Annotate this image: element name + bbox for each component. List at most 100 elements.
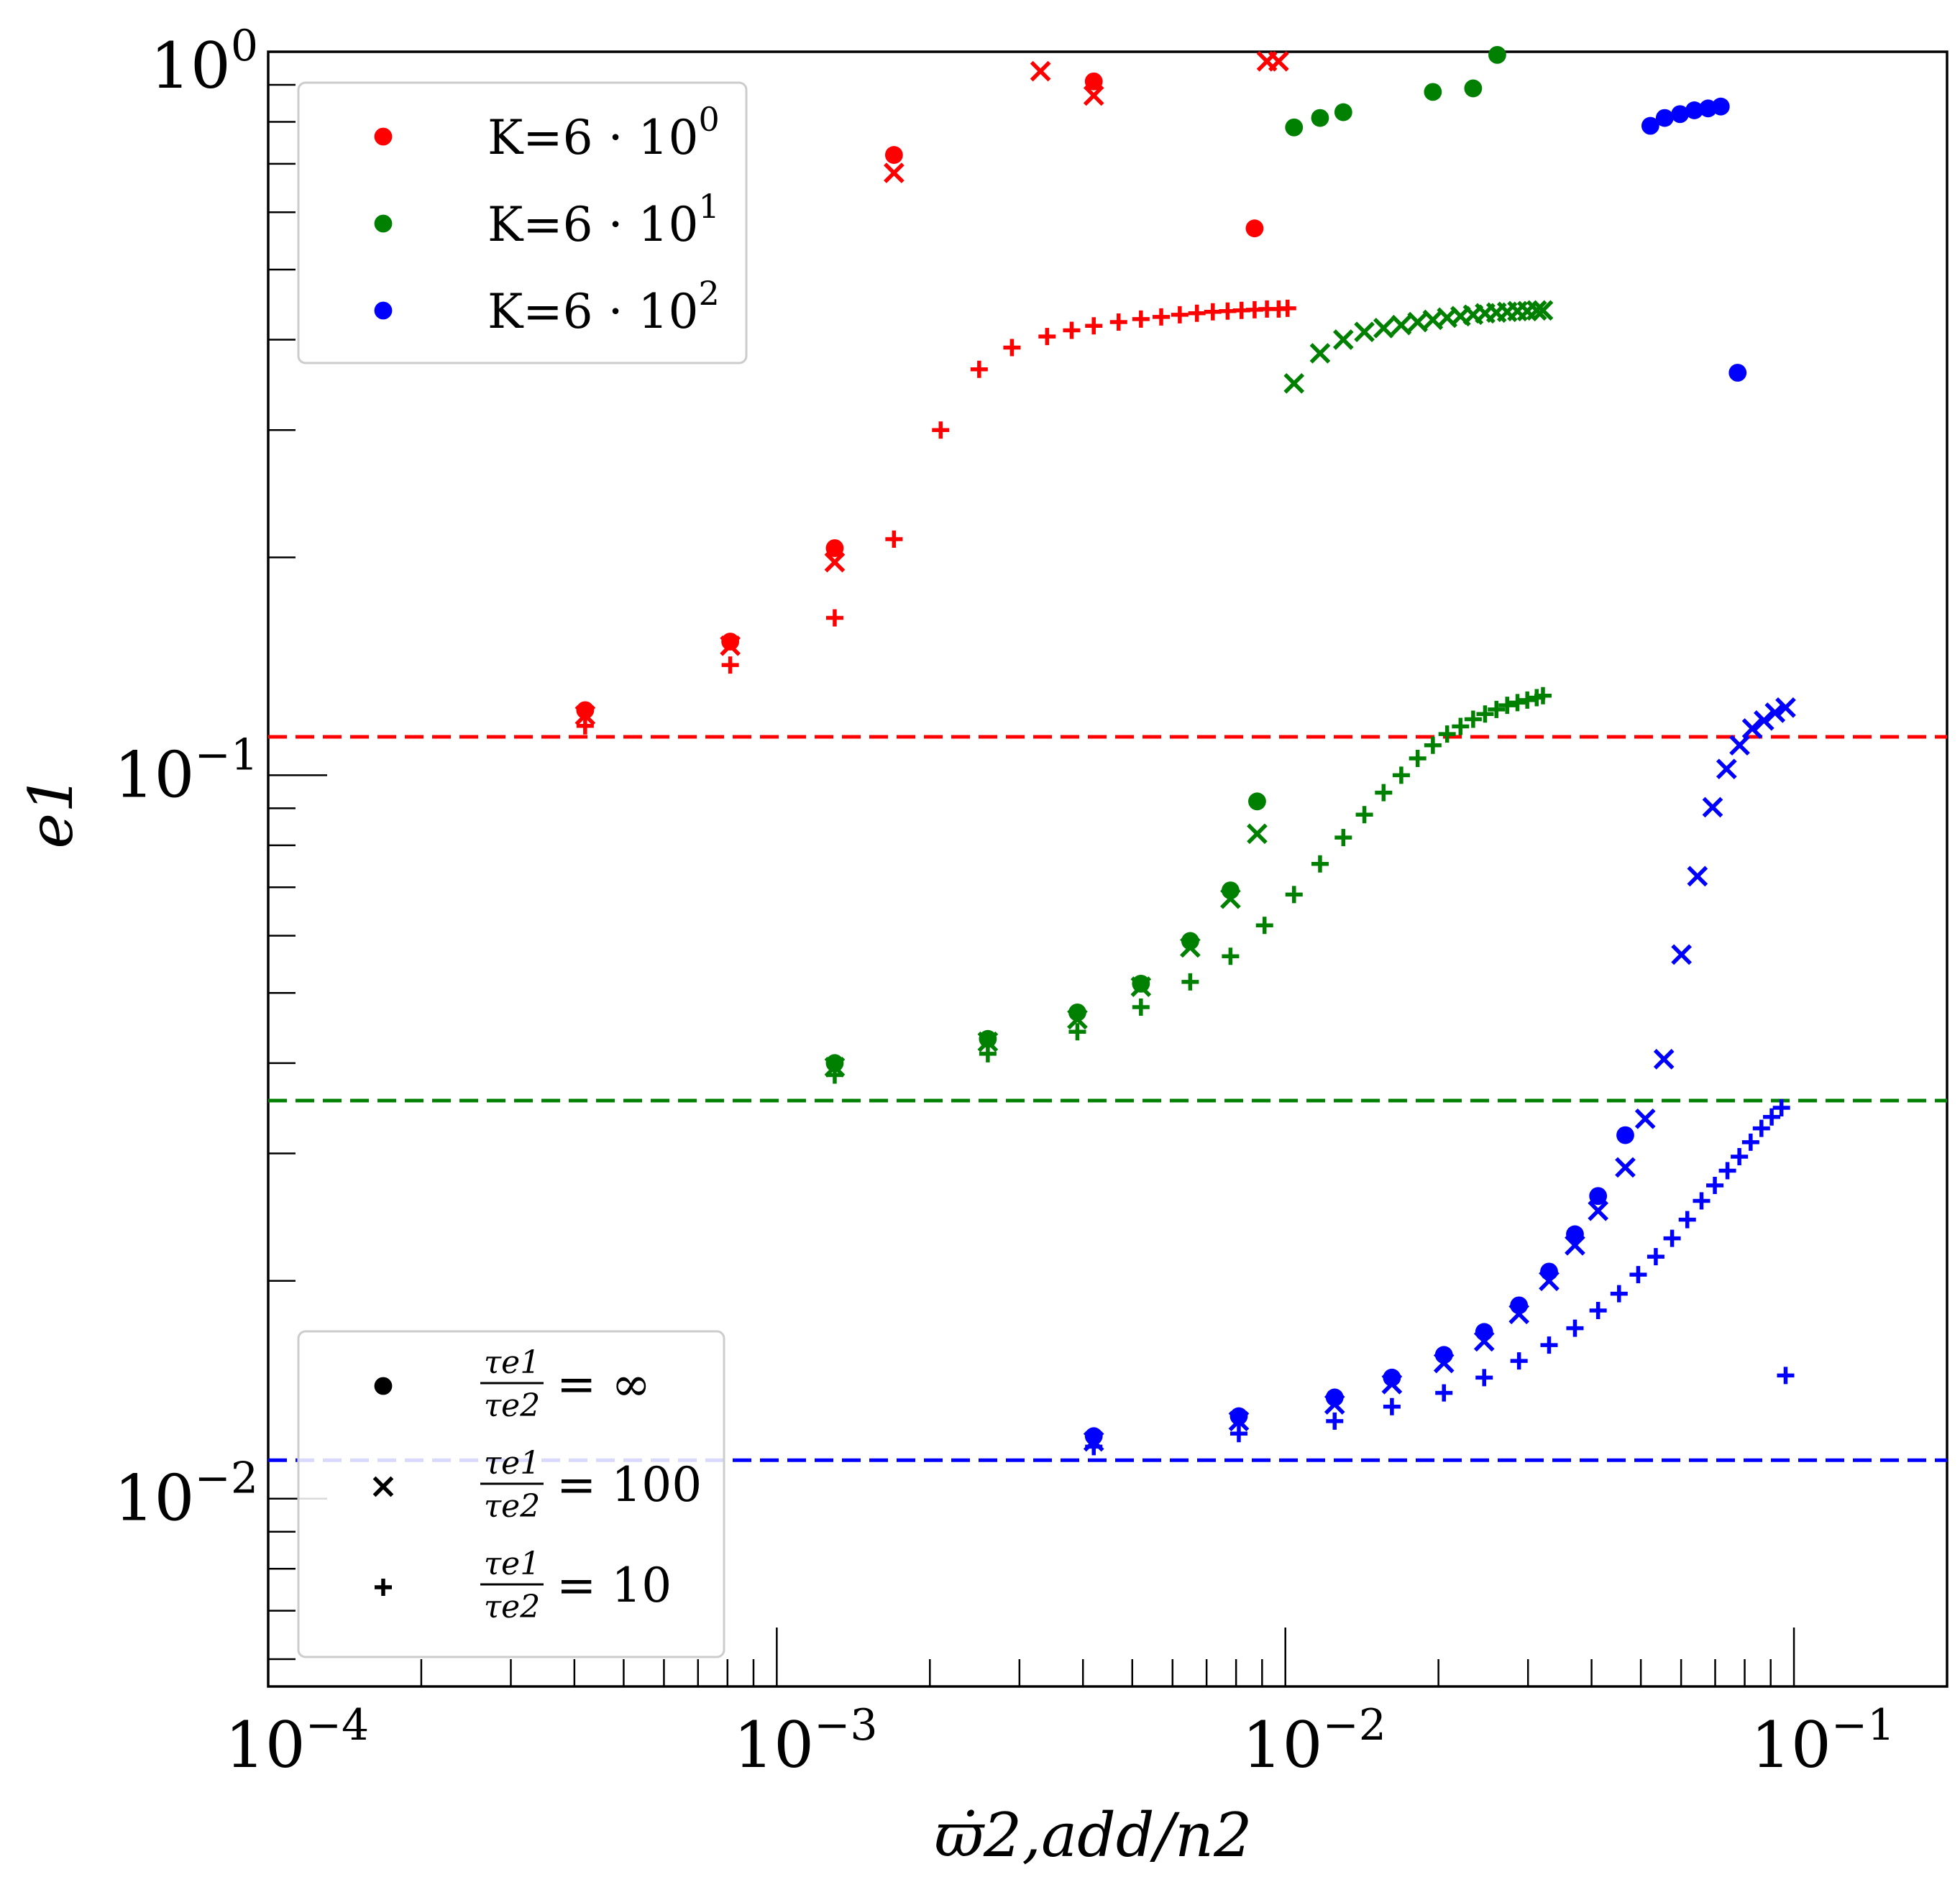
- data-point: [979, 1045, 997, 1062]
- data-point: [1464, 710, 1482, 728]
- data-point: [1718, 1162, 1736, 1180]
- data-point: [1153, 308, 1171, 326]
- data-point: [1589, 1187, 1608, 1206]
- data-point: [1355, 806, 1373, 824]
- data-point: [1067, 1009, 1088, 1030]
- data-point: [1510, 1352, 1528, 1370]
- series-5: [825, 687, 1552, 1084]
- data-point: [1616, 1126, 1634, 1144]
- data-point: [1222, 947, 1240, 965]
- data-point: [1424, 83, 1442, 101]
- data-point: [1130, 976, 1152, 997]
- data-point: [1475, 1323, 1493, 1341]
- data-point: [1424, 736, 1442, 754]
- legend-tau-numerator: τe1: [484, 1344, 540, 1381]
- data-point: [1391, 314, 1412, 336]
- data-point: [1464, 79, 1483, 98]
- data-point: [1309, 343, 1331, 364]
- legend-tau-marker: [375, 1579, 392, 1596]
- data-point: [574, 704, 596, 726]
- legend-tau-value: = 10: [557, 1558, 672, 1613]
- x-tick-label: 10−2: [1242, 1700, 1386, 1782]
- data-point: [1132, 310, 1150, 328]
- data-point: [884, 146, 903, 164]
- data-point: [1084, 1427, 1103, 1446]
- data-point: [1629, 1266, 1647, 1284]
- data-point: [1741, 718, 1763, 739]
- legend-K-label: K=6 · 102: [487, 274, 720, 339]
- legend-tau-box: [297, 1330, 725, 1658]
- data-point: [721, 656, 739, 674]
- series-2: [576, 299, 1296, 735]
- data-point: [1283, 372, 1305, 394]
- data-point: [1383, 1397, 1401, 1415]
- series-7: [1083, 697, 1796, 1452]
- data-point: [825, 539, 844, 557]
- legend-K-marker: [374, 214, 393, 233]
- data-point: [1229, 1407, 1248, 1426]
- data-point: [1488, 700, 1506, 718]
- data-point: [721, 633, 740, 651]
- data-point: [576, 701, 595, 720]
- data-point: [1663, 1229, 1681, 1247]
- data-point: [1003, 339, 1021, 357]
- data-point: [1228, 1410, 1250, 1432]
- data-point: [1171, 306, 1189, 323]
- data-point: [1753, 710, 1774, 731]
- legend-tau-denominator: τe2: [484, 1589, 540, 1625]
- data-point: [1731, 1147, 1749, 1165]
- data-point: [1255, 917, 1273, 935]
- data-point: [1132, 998, 1150, 1016]
- data-point: [1702, 797, 1723, 818]
- data-point: [1475, 1369, 1493, 1387]
- data-point: [1752, 1119, 1770, 1137]
- legend-K-marker: [374, 301, 393, 320]
- data-points: [574, 45, 1796, 1456]
- legend-tau-value: = ∞: [557, 1357, 651, 1412]
- data-point: [1132, 974, 1150, 993]
- y-tick-label: 100: [150, 21, 258, 103]
- data-point: [1566, 1319, 1584, 1337]
- data-point: [1083, 85, 1104, 106]
- data-point: [1539, 1270, 1560, 1292]
- data-point: [1435, 1384, 1453, 1402]
- data-point: [1181, 973, 1199, 991]
- data-point: [1671, 944, 1692, 965]
- data-point: [1634, 1108, 1656, 1129]
- data-point: [1285, 886, 1303, 904]
- data-point: [1671, 105, 1689, 124]
- data-point: [970, 360, 988, 378]
- data-point: [1729, 735, 1750, 756]
- data-point: [1728, 364, 1747, 382]
- data-point: [1706, 1176, 1724, 1194]
- legend-K-box: [297, 81, 748, 364]
- axes: 10−4 10−3 10−2 10−1 10−2 10−1 100 ϖ̇2,add/n2 e1: [16, 21, 1948, 1870]
- legend-tau-numerator: τe1: [484, 1546, 540, 1582]
- legend-tau-numerator: τe1: [484, 1445, 540, 1482]
- data-point: [1285, 118, 1304, 137]
- y-axis-label: e1: [16, 774, 86, 848]
- data-point: [1268, 50, 1289, 72]
- data-point: [1526, 300, 1547, 321]
- data-point: [825, 1066, 843, 1084]
- x-tick-label: 10−3: [733, 1700, 877, 1782]
- data-point: [1245, 219, 1264, 238]
- series-4: [824, 300, 1554, 1078]
- data-point: [1373, 318, 1394, 339]
- series-1: [574, 50, 1289, 726]
- data-point: [1693, 1192, 1711, 1210]
- data-point: [1438, 725, 1456, 743]
- data-point: [1565, 1234, 1585, 1256]
- data-point: [1433, 1352, 1455, 1374]
- data-point: [1334, 829, 1352, 847]
- data-point: [1476, 705, 1494, 723]
- data-point: [576, 717, 594, 735]
- data-point: [1641, 116, 1659, 135]
- data-point: [884, 162, 905, 183]
- data-point: [1763, 1108, 1781, 1126]
- data-point: [1311, 855, 1329, 873]
- data-point: [1229, 1425, 1247, 1443]
- plot-area: [267, 50, 1948, 1688]
- data-point: [1204, 303, 1222, 321]
